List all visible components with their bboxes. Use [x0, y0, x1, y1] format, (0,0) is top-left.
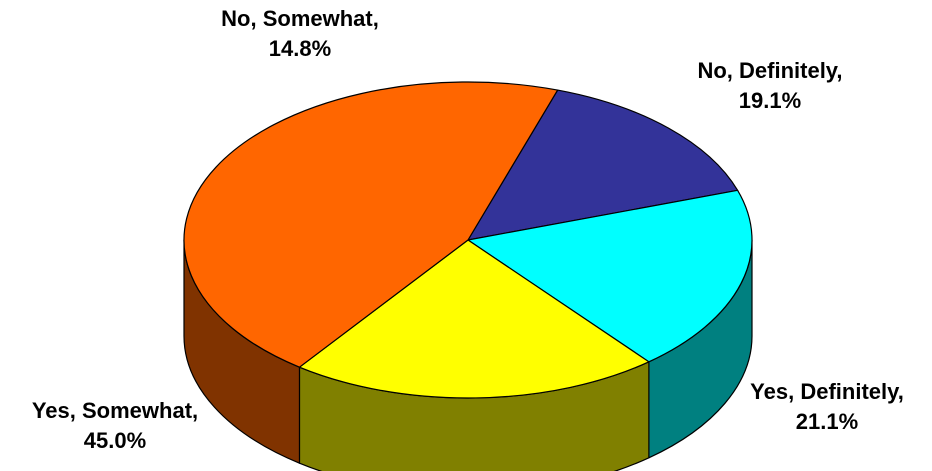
pie-sides	[183, 239, 753, 471]
label-no-definitely-name: No, Definitely,	[697, 58, 843, 83]
label-yes-somewhat-name: Yes, Somewhat,	[31, 398, 199, 423]
label-no-definitely: No, Definitely, 19.1%	[645, 56, 895, 116]
pie-slice-yes-somewhat	[183, 81, 559, 368]
label-yes-definitely-value: 21.1%	[795, 409, 859, 434]
label-no-somewhat: No, Somewhat, 14.8%	[175, 4, 425, 64]
pie-slice-no-definitely	[467, 189, 753, 363]
pie-slice-yes-definitely	[298, 239, 650, 399]
label-no-somewhat-value: 14.8%	[268, 36, 332, 61]
label-yes-definitely: Yes, Definitely, 21.1%	[722, 377, 932, 437]
label-yes-somewhat-value: 45.0%	[83, 428, 147, 453]
label-no-definitely-value: 19.1%	[738, 88, 802, 113]
label-yes-definitely-name: Yes, Definitely,	[750, 379, 904, 404]
pie-tops	[183, 81, 753, 399]
label-no-somewhat-name: No, Somewhat,	[221, 6, 379, 31]
label-yes-somewhat: Yes, Somewhat, 45.0%	[0, 396, 230, 456]
